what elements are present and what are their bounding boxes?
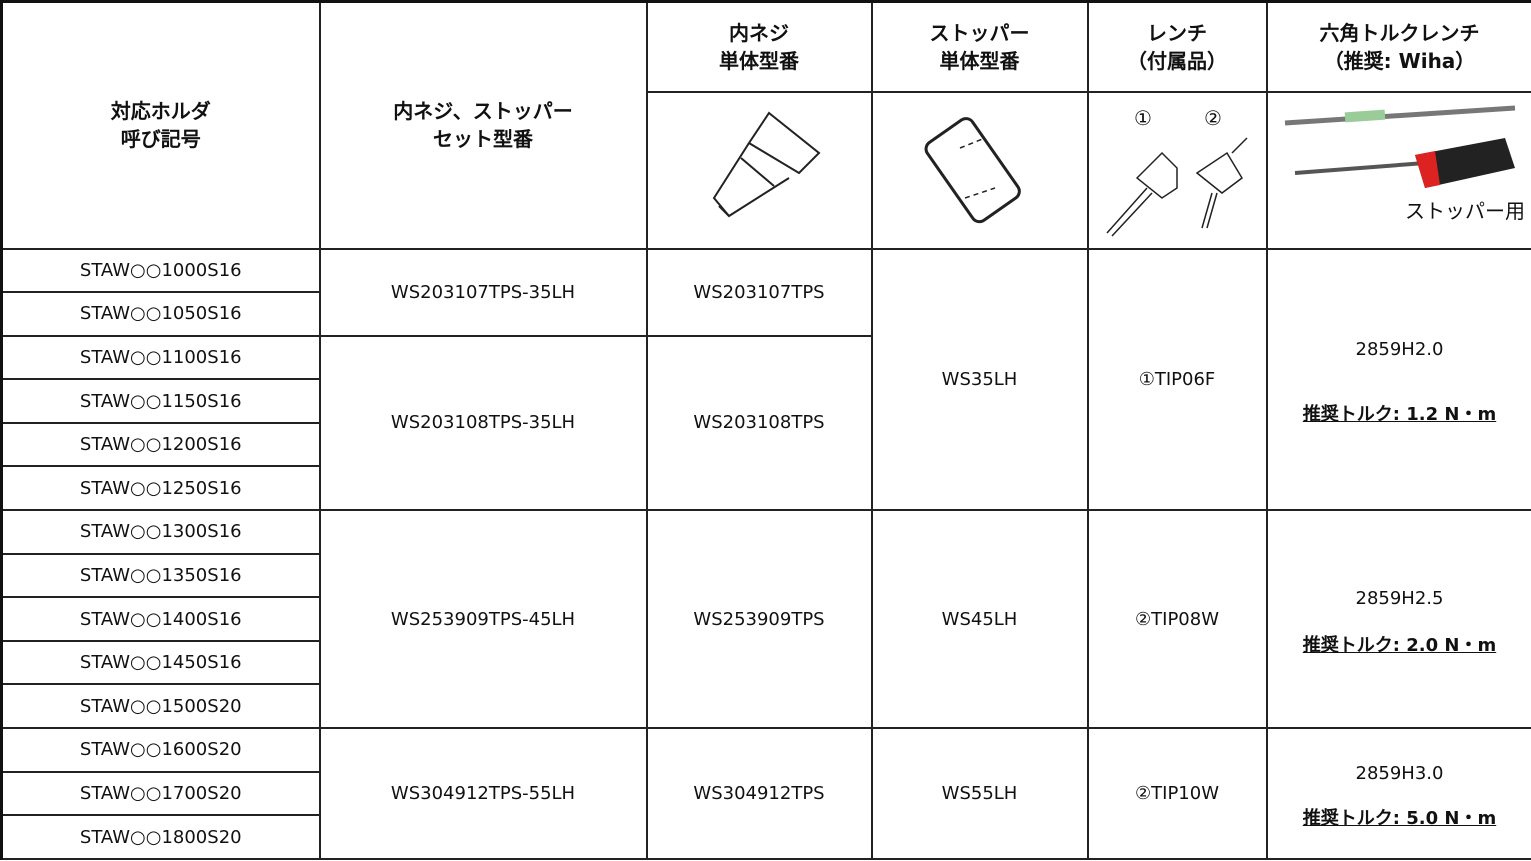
- holder-cell: STAW○○1000S16: [0, 247, 321, 294]
- torque-model: 2859H3.0: [1355, 762, 1444, 784]
- wrench-cell: ②TIP08W: [1086, 509, 1268, 730]
- set-model-cell: WS253909TPS-45LH: [318, 509, 648, 730]
- holder-cell: STAW○○1600S20: [0, 727, 321, 773]
- torque-value: 推奨トルク: 5.0 N・m: [1302, 807, 1497, 829]
- image-label: ②: [1204, 106, 1222, 130]
- stopper-cell: WS55LH: [870, 727, 1089, 860]
- header-cell: レンチ （付属品）: [1086, 0, 1268, 93]
- header-text: 内ネジ、ストッパー: [393, 99, 573, 124]
- header-text: レンチ: [1147, 20, 1207, 45]
- header-text: 六角トルクレンチ: [1319, 20, 1480, 45]
- image-cell: ストッパー用: [1265, 90, 1531, 250]
- torque-model: 2859H2.0: [1355, 338, 1444, 360]
- header-cell: 内ネジ、ストッパー セット型番: [318, 0, 648, 250]
- header-cell: 内ネジ 単体型番: [645, 0, 873, 93]
- header-text: 呼び記号: [120, 127, 201, 152]
- header-cell: 対応ホルダ 呼び記号: [0, 0, 321, 250]
- holder-cell: STAW○○1250S16: [0, 465, 321, 512]
- holder-cell: STAW○○1700S20: [0, 770, 321, 817]
- header-cell: ストッパー 単体型番: [870, 0, 1089, 93]
- torque-model: 2859H2.5: [1355, 587, 1444, 609]
- set-model-cell: WS304912TPS-55LH: [318, 727, 648, 860]
- torque-cell: 2859H3.0 推奨トルク: 5.0 N・m: [1265, 727, 1531, 860]
- holder-cell: STAW○○1100S16: [0, 334, 321, 381]
- header-text: ストッパー: [929, 20, 1030, 45]
- holder-cell: STAW○○1300S16: [0, 509, 321, 555]
- image-cell: [645, 90, 873, 250]
- header-text: （推奨: Wiha）: [1323, 48, 1476, 73]
- inner-screw-cell: WS203107TPS: [645, 247, 873, 337]
- holder-cell: STAW○○1350S16: [0, 552, 321, 599]
- inner-screw-illustration: [712, 111, 821, 217]
- stopper-cell: WS35LH: [870, 247, 1089, 512]
- image-cell: ① ②: [1086, 90, 1268, 250]
- torque-value: 推奨トルク: 1.2 N・m: [1302, 403, 1497, 425]
- torque-cell: 2859H2.0 推奨トルク: 1.2 N・m: [1265, 247, 1531, 512]
- header-text: （付属品）: [1127, 48, 1227, 73]
- holder-cell: STAW○○1050S16: [0, 291, 321, 337]
- wrench-illustration: ① ②: [1106, 106, 1248, 237]
- inner-screw-cell: WS253909TPS: [645, 509, 873, 730]
- torque-value: 推奨トルク: 2.0 N・m: [1302, 634, 1497, 656]
- image-label: ①: [1134, 106, 1152, 130]
- set-model-cell: WS203107TPS-35LH: [318, 247, 648, 337]
- set-model-cell: WS203108TPS-35LH: [318, 334, 648, 512]
- holder-cell: STAW○○1500S20: [0, 683, 321, 730]
- header-text: 単体型番: [719, 48, 799, 73]
- torque-cell: 2859H2.5 推奨トルク: 2.0 N・m: [1265, 509, 1531, 730]
- image-cell: [870, 90, 1089, 250]
- header-text: 対応ホルダ: [110, 99, 211, 124]
- stopper-cell: WS45LH: [870, 509, 1089, 730]
- holder-cell: STAW○○1200S16: [0, 421, 321, 468]
- header-text: 内ネジ: [729, 20, 789, 45]
- inner-screw-cell: WS203108TPS: [645, 334, 873, 512]
- holder-cell: STAW○○1800S20: [0, 814, 321, 860]
- holder-cell: STAW○○1150S16: [0, 378, 321, 424]
- stopper-illustration: [924, 116, 1021, 223]
- inner-screw-cell: WS304912TPS: [645, 727, 873, 860]
- torque-wrench-illustration: ストッパー用: [1284, 105, 1525, 223]
- wrench-cell: ②TIP10W: [1086, 727, 1268, 860]
- header-text: 単体型番: [939, 48, 1020, 73]
- wrench-cell: ①TIP06F: [1086, 247, 1268, 512]
- image-label: ストッパー用: [1405, 199, 1525, 223]
- header-cell: 六角トルクレンチ （推奨: Wiha）: [1265, 0, 1531, 93]
- header-text: セット型番: [433, 127, 533, 152]
- holder-cell: STAW○○1400S16: [0, 596, 321, 642]
- holder-cell: STAW○○1450S16: [0, 639, 321, 686]
